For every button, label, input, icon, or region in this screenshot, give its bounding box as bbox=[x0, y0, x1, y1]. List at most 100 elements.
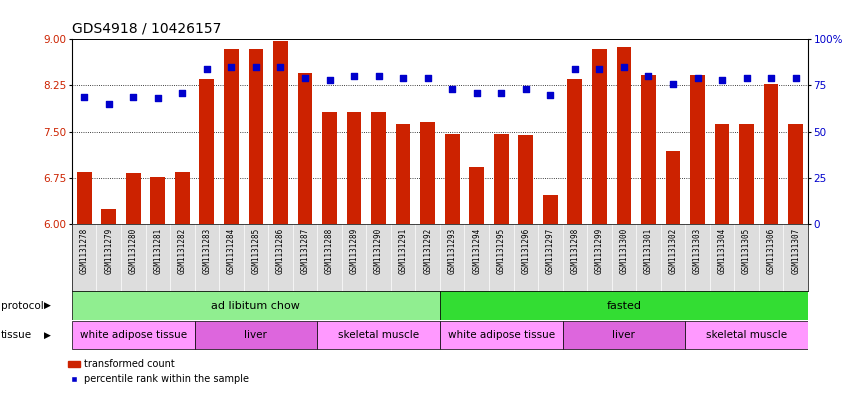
Bar bbox=[249, 49, 263, 224]
Text: tissue: tissue bbox=[1, 330, 32, 340]
Text: GSM1131291: GSM1131291 bbox=[398, 227, 408, 274]
Bar bbox=[322, 112, 337, 224]
Bar bbox=[685, 321, 808, 349]
Text: skeletal muscle: skeletal muscle bbox=[706, 330, 787, 340]
Text: GSM1131279: GSM1131279 bbox=[104, 227, 113, 274]
Bar bbox=[563, 321, 685, 349]
Point bbox=[322, 77, 336, 83]
Text: GSM1131283: GSM1131283 bbox=[202, 227, 212, 274]
Text: GSM1131301: GSM1131301 bbox=[644, 227, 653, 274]
Point bbox=[347, 73, 360, 79]
Text: GSM1131293: GSM1131293 bbox=[448, 227, 457, 274]
Text: GSM1131280: GSM1131280 bbox=[129, 227, 138, 274]
Point bbox=[568, 66, 581, 72]
Point bbox=[175, 90, 189, 96]
Bar bbox=[371, 112, 386, 224]
Bar bbox=[739, 124, 754, 224]
Bar bbox=[764, 84, 778, 224]
Text: liver: liver bbox=[244, 330, 267, 340]
Text: GSM1131306: GSM1131306 bbox=[766, 227, 776, 274]
Bar bbox=[445, 134, 459, 224]
Text: GSM1131295: GSM1131295 bbox=[497, 227, 506, 274]
Text: ▶: ▶ bbox=[44, 301, 51, 310]
Bar bbox=[72, 292, 440, 320]
Text: fasted: fasted bbox=[607, 301, 641, 310]
Bar bbox=[568, 79, 582, 224]
Bar bbox=[347, 112, 361, 224]
Bar bbox=[317, 321, 440, 349]
Bar bbox=[690, 75, 705, 224]
Point bbox=[592, 66, 606, 72]
Point bbox=[420, 75, 434, 81]
Point bbox=[126, 94, 140, 100]
Bar bbox=[195, 321, 317, 349]
Text: GSM1131286: GSM1131286 bbox=[276, 227, 285, 274]
Bar bbox=[641, 75, 656, 224]
Text: GSM1131304: GSM1131304 bbox=[717, 227, 727, 274]
Point bbox=[200, 66, 213, 72]
Text: GSM1131302: GSM1131302 bbox=[668, 227, 678, 274]
Text: GSM1131297: GSM1131297 bbox=[546, 227, 555, 274]
Point bbox=[298, 75, 311, 81]
Text: GSM1131281: GSM1131281 bbox=[153, 227, 162, 274]
Text: GSM1131296: GSM1131296 bbox=[521, 227, 530, 274]
Point bbox=[249, 64, 262, 70]
Text: GSM1131305: GSM1131305 bbox=[742, 227, 751, 274]
Text: skeletal muscle: skeletal muscle bbox=[338, 330, 419, 340]
Point bbox=[715, 77, 728, 83]
Text: GSM1131303: GSM1131303 bbox=[693, 227, 702, 274]
Bar bbox=[298, 73, 312, 224]
Bar bbox=[72, 321, 195, 349]
Bar bbox=[494, 134, 508, 224]
Text: GSM1131298: GSM1131298 bbox=[570, 227, 580, 274]
Point bbox=[519, 86, 532, 92]
Point bbox=[224, 64, 238, 70]
Bar bbox=[273, 40, 288, 224]
Point bbox=[788, 75, 802, 81]
Text: GSM1131284: GSM1131284 bbox=[227, 227, 236, 274]
Point bbox=[470, 90, 483, 96]
Bar bbox=[470, 167, 484, 224]
Text: protocol: protocol bbox=[1, 301, 44, 310]
Bar bbox=[200, 79, 214, 224]
Point bbox=[690, 75, 704, 81]
Text: GSM1131300: GSM1131300 bbox=[619, 227, 629, 274]
Point bbox=[494, 90, 508, 96]
Text: white adipose tissue: white adipose tissue bbox=[448, 330, 555, 340]
Bar bbox=[592, 49, 607, 224]
Point bbox=[543, 92, 557, 98]
Text: GSM1131287: GSM1131287 bbox=[300, 227, 310, 274]
Point bbox=[764, 75, 777, 81]
Text: ad libitum chow: ad libitum chow bbox=[212, 301, 300, 310]
Bar bbox=[617, 47, 631, 224]
Point bbox=[617, 64, 630, 70]
Text: GSM1131290: GSM1131290 bbox=[374, 227, 383, 274]
Text: white adipose tissue: white adipose tissue bbox=[80, 330, 187, 340]
Text: GSM1131307: GSM1131307 bbox=[791, 227, 800, 274]
Point bbox=[445, 86, 459, 92]
Point bbox=[273, 64, 287, 70]
Text: GSM1131278: GSM1131278 bbox=[80, 227, 89, 274]
Bar bbox=[224, 49, 239, 224]
Point bbox=[739, 75, 753, 81]
Point bbox=[641, 73, 655, 79]
Legend: transformed count, percentile rank within the sample: transformed count, percentile rank withi… bbox=[64, 356, 252, 388]
Text: liver: liver bbox=[613, 330, 635, 340]
Bar bbox=[715, 124, 729, 224]
Text: GSM1131289: GSM1131289 bbox=[349, 227, 359, 274]
Bar bbox=[175, 172, 190, 224]
Text: GSM1131285: GSM1131285 bbox=[251, 227, 261, 274]
Bar bbox=[126, 173, 140, 224]
Bar bbox=[519, 135, 533, 224]
Point bbox=[396, 75, 409, 81]
Bar bbox=[440, 321, 563, 349]
Text: GSM1131294: GSM1131294 bbox=[472, 227, 481, 274]
Bar bbox=[788, 124, 803, 224]
Bar bbox=[420, 122, 435, 224]
Text: GSM1131299: GSM1131299 bbox=[595, 227, 604, 274]
Point bbox=[371, 73, 385, 79]
Point bbox=[77, 94, 91, 100]
Bar bbox=[396, 124, 410, 224]
Bar bbox=[77, 172, 91, 224]
Text: GSM1131288: GSM1131288 bbox=[325, 227, 334, 274]
